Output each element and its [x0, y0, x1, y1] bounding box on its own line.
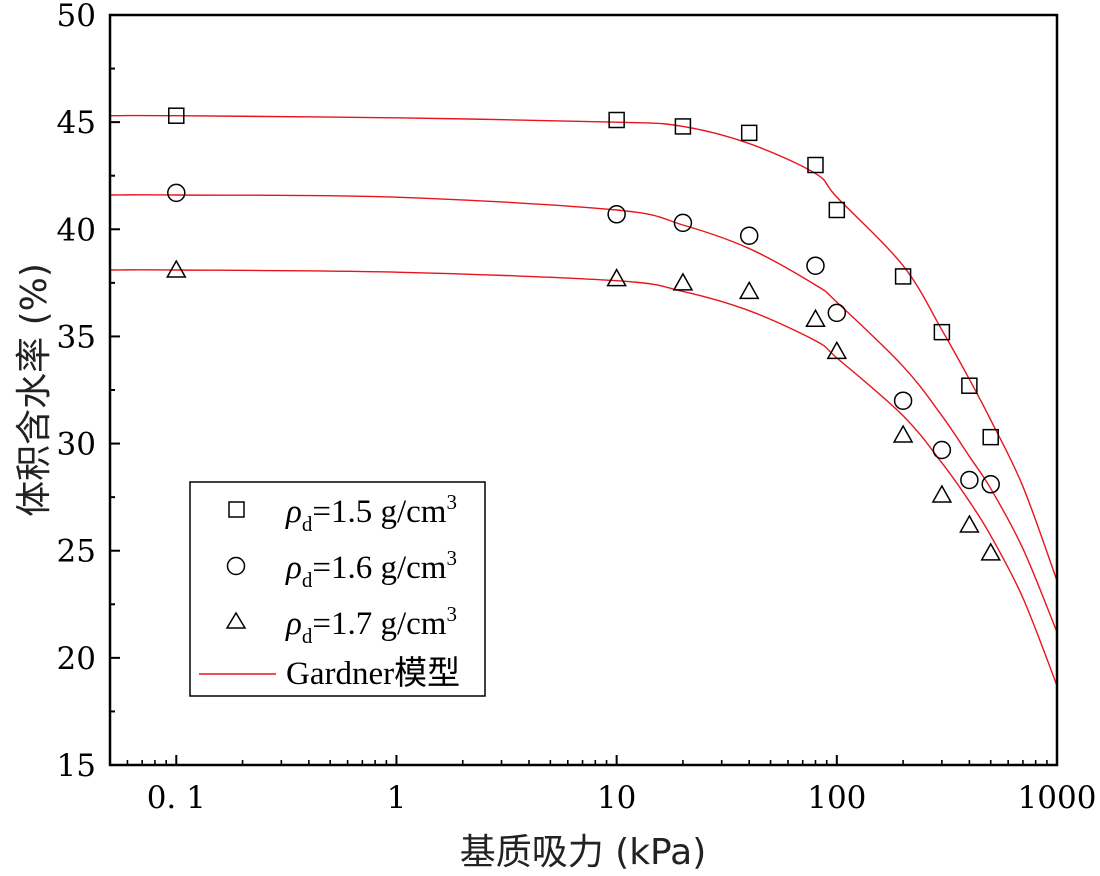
legend-label-rho-1-5: ρd=1.5 g/cm3 — [285, 490, 457, 536]
y-tick-label: 50 — [57, 0, 96, 34]
data-point-triangle — [805, 308, 826, 328]
legend-label-gardner: Gardner模型 — [286, 655, 460, 692]
data-point-square — [828, 201, 846, 219]
legend-square-marker — [228, 501, 245, 518]
data-point-square — [740, 124, 758, 142]
y-tick-label: 20 — [57, 641, 96, 677]
legend-entry-rho-1-7: ρd=1.7 g/cm3 — [225, 602, 457, 648]
data-point-triangle — [606, 268, 627, 287]
data-point-circle — [673, 213, 693, 233]
y-tick-label: 30 — [57, 427, 96, 463]
data-point-square — [982, 428, 999, 446]
y-axis-title: 体积含水率 (%) — [14, 263, 55, 517]
data-point-triangle — [826, 340, 848, 360]
legend-label-rho-1-6: ρd=1.6 g/cm3 — [285, 546, 457, 592]
legend-entry-rho-1-6: ρd=1.6 g/cm3 — [226, 546, 457, 592]
x-tick-label: 100 — [807, 780, 866, 816]
data-point-circle — [806, 256, 825, 275]
x-tick-label: 1 — [387, 780, 407, 816]
data-point-circle — [607, 205, 626, 224]
y-tick-label: 35 — [57, 319, 96, 355]
data-point-triangle — [931, 484, 953, 503]
data-point-square — [961, 377, 978, 394]
fit-curves — [109, 114, 1058, 686]
y-tick-label: 15 — [57, 748, 96, 784]
data-point-circle — [739, 226, 759, 245]
data-point-circle — [893, 391, 913, 410]
data-point-circle — [960, 470, 979, 490]
data-point-square — [608, 111, 625, 129]
fit-curve-3 — [109, 269, 1058, 686]
legend-triangle-marker — [225, 611, 247, 629]
y-tick-label: 45 — [57, 105, 96, 141]
data-point-square — [894, 268, 912, 285]
data-point-circle — [981, 475, 1000, 494]
data-point-circle — [932, 440, 952, 460]
data-markers — [165, 107, 1002, 561]
legend: ρd=1.5 g/cm3 ρd=1.6 g/cm3 ρd=1.7 g/cm3 G… — [189, 481, 486, 697]
data-point-square — [674, 118, 692, 135]
x-tick-label: 10 — [597, 780, 636, 816]
legend-label-rho-1-7: ρd=1.7 g/cm3 — [285, 602, 457, 648]
data-point-triangle — [959, 514, 980, 533]
fit-curve-1 — [109, 114, 1058, 581]
x-tick-label: 0. 1 — [147, 780, 206, 816]
legend-entry-rho-1-5: ρd=1.5 g/cm3 — [228, 490, 457, 536]
axis-ticks — [110, 14, 1058, 766]
data-point-square — [933, 323, 951, 341]
fit-curve-2 — [109, 194, 1058, 633]
data-point-circle — [167, 183, 186, 203]
data-point-triangle — [980, 542, 1002, 561]
data-point-triangle — [738, 280, 760, 300]
data-point-triangle — [165, 259, 187, 278]
legend-circle-marker — [226, 556, 246, 576]
data-point-triangle — [892, 424, 914, 443]
x-axis-title: 基质吸力 (kPa) — [460, 832, 707, 873]
legend-entry-gardner: Gardner模型 — [199, 655, 460, 692]
data-point-triangle — [672, 272, 694, 291]
axis-tick-labels: 15 20 25 30 35 40 45 50 0. 1 1 10 100 1000 — [57, 0, 1097, 816]
data-point-square — [807, 156, 824, 174]
data-point-circle — [827, 303, 847, 323]
y-tick-label: 25 — [57, 534, 96, 570]
y-tick-label: 40 — [57, 212, 96, 248]
data-point-square — [168, 107, 185, 124]
x-tick-label: 1000 — [1018, 780, 1097, 816]
